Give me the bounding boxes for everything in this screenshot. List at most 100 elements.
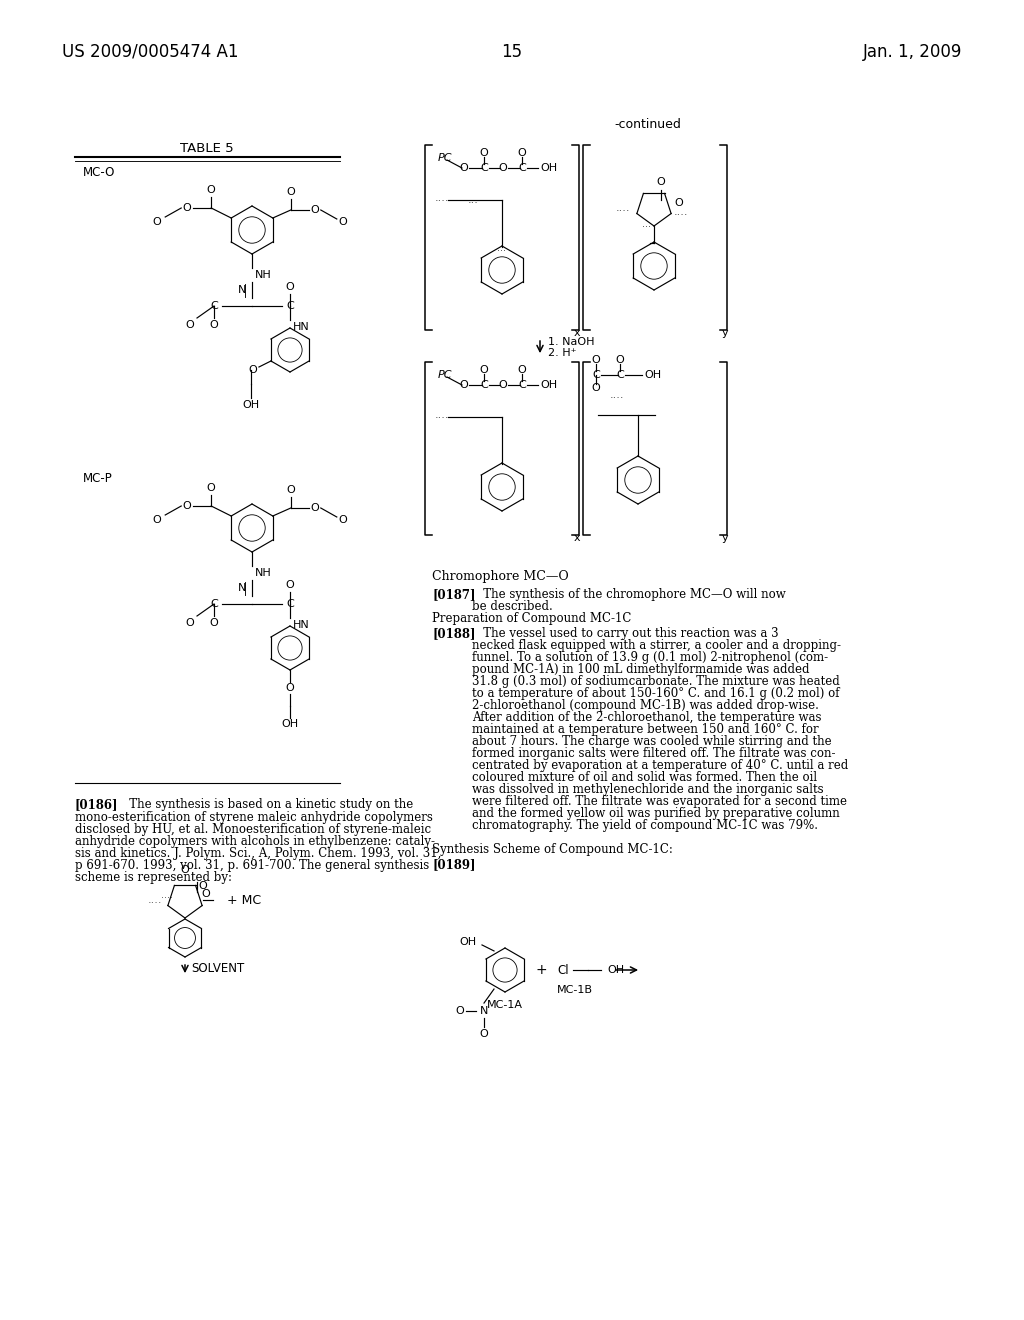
Text: x: x	[574, 327, 581, 338]
Text: The synthesis of the chromophore MC—O will now: The synthesis of the chromophore MC—O wi…	[472, 587, 785, 601]
Text: The synthesis is based on a kinetic study on the: The synthesis is based on a kinetic stud…	[118, 799, 414, 810]
Text: OH: OH	[282, 719, 299, 729]
Text: ....: ....	[435, 411, 450, 420]
Text: O: O	[338, 216, 347, 227]
Text: N: N	[238, 583, 246, 593]
Text: 15: 15	[502, 44, 522, 61]
Text: maintained at a temperature between 150 and 160° C. for: maintained at a temperature between 150 …	[472, 723, 818, 737]
Text: O: O	[517, 148, 526, 158]
Text: O: O	[183, 203, 191, 213]
Text: C: C	[518, 162, 526, 173]
Text: C: C	[210, 599, 218, 609]
Text: ....: ....	[610, 389, 625, 400]
Text: MC-O: MC-O	[83, 166, 116, 180]
Text: The vessel used to carry out this reaction was a 3: The vessel used to carry out this reacti…	[472, 627, 778, 640]
Text: Cl: Cl	[557, 964, 568, 977]
Text: OH: OH	[540, 162, 557, 173]
Text: O: O	[287, 484, 295, 495]
Text: O: O	[199, 880, 208, 891]
Text: was dissolved in methylenechloride and the inorganic salts: was dissolved in methylenechloride and t…	[472, 783, 823, 796]
Text: O: O	[479, 366, 488, 375]
Text: disclosed by HU, et al. Monoesterification of styrene-maleic: disclosed by HU, et al. Monoesterificati…	[75, 822, 431, 836]
Text: C: C	[480, 162, 487, 173]
Text: ....: ....	[435, 193, 450, 203]
Text: Synthesis Scheme of Compound MC-1C:: Synthesis Scheme of Compound MC-1C:	[432, 843, 673, 855]
Text: 31.8 g (0.3 mol) of sodiumcarbonate. The mixture was heated: 31.8 g (0.3 mol) of sodiumcarbonate. The…	[472, 675, 840, 688]
Text: O: O	[517, 366, 526, 375]
Text: necked flask equipped with a stirrer, a cooler and a dropping-: necked flask equipped with a stirrer, a …	[472, 639, 841, 652]
Text: O: O	[615, 355, 625, 366]
Text: centrated by evaporation at a temperature of 40° C. until a red: centrated by evaporation at a temperatur…	[472, 759, 848, 772]
Text: 1. NaOH: 1. NaOH	[548, 337, 595, 347]
Text: MC-1A: MC-1A	[487, 1001, 523, 1010]
Text: O: O	[207, 185, 216, 195]
Text: O: O	[185, 319, 195, 330]
Text: 2. H⁺: 2. H⁺	[548, 348, 577, 358]
Text: NH: NH	[255, 271, 271, 280]
Text: O: O	[286, 579, 294, 590]
Text: O: O	[310, 503, 319, 513]
Text: OH: OH	[243, 400, 259, 411]
Text: TABLE 5: TABLE 5	[180, 141, 233, 154]
Text: about 7 hours. The charge was cooled while stirring and the: about 7 hours. The charge was cooled whi…	[472, 735, 831, 748]
Text: pound MC-1A) in 100 mL dimethylformamide was added: pound MC-1A) in 100 mL dimethylformamide…	[472, 663, 810, 676]
Text: be described.: be described.	[472, 601, 553, 612]
Text: C: C	[286, 301, 294, 312]
Text: O: O	[479, 148, 488, 158]
Text: OH: OH	[607, 965, 624, 975]
Text: MC-1B: MC-1B	[557, 985, 593, 995]
Text: O: O	[460, 380, 468, 389]
Text: US 2009/0005474 A1: US 2009/0005474 A1	[62, 44, 239, 61]
Text: ...: ...	[498, 243, 507, 253]
Text: ....: ....	[147, 895, 162, 906]
Text: C: C	[518, 380, 526, 389]
Text: PC: PC	[438, 370, 453, 380]
Text: O: O	[460, 162, 468, 173]
Text: [0187]: [0187]	[432, 587, 475, 601]
Text: O: O	[310, 205, 319, 215]
Text: sis and kinetics. J. Polym. Sci., A, Polym. Chem. 1993, vol. 31,: sis and kinetics. J. Polym. Sci., A, Pol…	[75, 847, 441, 861]
Text: + MC: + MC	[227, 894, 261, 907]
Text: O: O	[153, 216, 162, 227]
Text: ...: ...	[642, 219, 651, 228]
Text: O: O	[207, 483, 216, 492]
Text: scheme is represented by:: scheme is represented by:	[75, 871, 232, 884]
Text: p 691-670. 1993, vol. 31, p. 691-700. The general synthesis: p 691-670. 1993, vol. 31, p. 691-700. Th…	[75, 859, 429, 873]
Text: were filtered off. The filtrate was evaporated for a second time: were filtered off. The filtrate was evap…	[472, 795, 847, 808]
Text: Preparation of Compound MC-1C: Preparation of Compound MC-1C	[432, 612, 632, 624]
Text: O: O	[674, 198, 683, 209]
Text: to a temperature of about 150-160° C. and 16.1 g (0.2 mol) of: to a temperature of about 150-160° C. an…	[472, 686, 840, 700]
Text: +: +	[536, 964, 547, 977]
Text: OH: OH	[459, 937, 476, 946]
Text: C: C	[286, 599, 294, 609]
Text: O: O	[210, 618, 218, 628]
Text: O: O	[183, 502, 191, 511]
Text: O: O	[592, 383, 600, 393]
Text: C: C	[616, 370, 624, 380]
Text: N: N	[480, 1006, 488, 1016]
Text: O: O	[286, 282, 294, 292]
Text: O: O	[499, 380, 507, 389]
Text: [0189]: [0189]	[432, 858, 475, 871]
Text: N: N	[238, 285, 246, 294]
Text: 2-chloroethanol (compound MC-1B) was added drop-wise.: 2-chloroethanol (compound MC-1B) was add…	[472, 700, 819, 711]
Text: O: O	[180, 865, 189, 875]
Text: O: O	[499, 162, 507, 173]
Text: coloured mixture of oil and solid was formed. Then the oil: coloured mixture of oil and solid was fo…	[472, 771, 817, 784]
Text: O: O	[249, 366, 257, 375]
Text: NH: NH	[255, 568, 271, 578]
Text: C: C	[592, 370, 600, 380]
Text: O: O	[287, 187, 295, 197]
Text: Jan. 1, 2009: Jan. 1, 2009	[862, 44, 962, 61]
Text: x: x	[574, 533, 581, 543]
Text: HN: HN	[293, 322, 309, 333]
Text: ...: ...	[468, 195, 479, 205]
Text: -continued: -continued	[614, 119, 681, 132]
Text: ....: ....	[674, 207, 688, 216]
Text: funnel. To a solution of 13.9 g (0.1 mol) 2-nitrophenol (com-: funnel. To a solution of 13.9 g (0.1 mol…	[472, 651, 828, 664]
Text: Chromophore MC—O: Chromophore MC—O	[432, 570, 568, 583]
Text: O: O	[338, 515, 347, 525]
Text: [0188]: [0188]	[432, 627, 475, 640]
Text: O: O	[202, 890, 211, 899]
Text: HN: HN	[293, 620, 309, 630]
